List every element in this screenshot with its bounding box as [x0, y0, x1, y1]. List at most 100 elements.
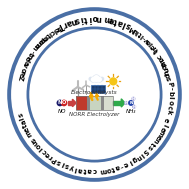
Text: m: m [156, 128, 165, 137]
Text: v: v [21, 62, 28, 68]
Text: u: u [163, 67, 170, 73]
Text: n: n [96, 13, 102, 23]
Text: o: o [105, 166, 111, 173]
Circle shape [61, 100, 67, 106]
Text: i: i [39, 146, 44, 152]
Text: s: s [166, 76, 172, 81]
Text: l: l [167, 96, 174, 99]
Text: t: t [137, 30, 143, 37]
FancyBboxPatch shape [91, 85, 105, 93]
Text: i: i [79, 14, 84, 24]
FancyBboxPatch shape [87, 96, 90, 110]
Text: l: l [135, 29, 140, 35]
Text: n: n [69, 16, 77, 26]
Text: e: e [53, 25, 60, 32]
Text: l: l [128, 158, 133, 165]
Text: t: t [45, 31, 51, 38]
FancyBboxPatch shape [76, 96, 87, 110]
Text: i: i [140, 33, 145, 39]
Text: n: n [35, 40, 42, 47]
Text: s: s [64, 162, 70, 169]
Text: Z: Z [17, 74, 24, 80]
Text: N: N [129, 101, 133, 105]
Text: e: e [23, 126, 31, 133]
Text: NH₃: NH₃ [126, 109, 136, 114]
Text: e: e [44, 150, 51, 158]
Text: l: l [121, 19, 127, 29]
Text: d: d [165, 73, 172, 79]
Text: i: i [139, 151, 145, 157]
Text: m: m [25, 128, 33, 137]
Text: g: g [131, 156, 138, 163]
Circle shape [90, 77, 96, 83]
Text: m: m [159, 57, 167, 66]
Text: s: s [146, 144, 153, 151]
Text: n: n [164, 70, 171, 76]
Text: a: a [146, 38, 153, 45]
Text: o: o [19, 67, 26, 73]
Polygon shape [113, 101, 121, 105]
Text: e: e [162, 117, 170, 123]
Circle shape [100, 77, 104, 81]
Circle shape [97, 77, 103, 83]
Text: t: t [83, 167, 87, 173]
Text: e: e [149, 43, 157, 50]
FancyBboxPatch shape [104, 96, 113, 110]
Text: t: t [149, 141, 156, 147]
Text: O: O [62, 100, 66, 105]
Text: o: o [36, 38, 44, 45]
Text: a: a [114, 163, 120, 170]
Circle shape [9, 9, 180, 180]
Text: a: a [116, 17, 124, 27]
Text: M: M [128, 24, 137, 33]
Text: -: - [119, 162, 124, 169]
Text: v: v [143, 36, 151, 43]
Text: p: p [160, 61, 168, 68]
Text: a: a [78, 166, 83, 173]
Text: NORR Electrolyzer: NORR Electrolyzer [69, 112, 120, 117]
Text: o: o [35, 142, 42, 150]
Text: t: t [153, 48, 160, 54]
Text: T: T [57, 20, 65, 31]
Text: H: H [132, 97, 135, 101]
Text: e: e [154, 133, 162, 140]
Text: i: i [47, 30, 53, 36]
Text: Electrocatalysts: Electrocatalysts [71, 90, 118, 95]
Text: c: c [156, 53, 164, 59]
Circle shape [93, 75, 100, 82]
Text: u: u [132, 26, 139, 34]
Text: l: l [74, 165, 78, 171]
Text: S: S [142, 147, 149, 155]
Polygon shape [72, 99, 76, 107]
Circle shape [91, 77, 96, 82]
Text: e: e [108, 15, 115, 25]
Text: a: a [33, 42, 40, 49]
Text: y: y [69, 163, 75, 170]
Text: i: i [61, 160, 65, 167]
Text: n: n [151, 136, 159, 144]
Text: c: c [92, 167, 97, 174]
Text: r: r [61, 19, 68, 29]
Text: n: n [134, 153, 142, 161]
Text: s: s [124, 21, 132, 31]
Text: a: a [65, 17, 73, 27]
Text: b: b [167, 91, 174, 96]
Text: n: n [151, 45, 159, 52]
Text: NO: NO [58, 108, 66, 114]
Text: N: N [58, 100, 62, 105]
Text: r: r [43, 33, 49, 40]
Text: i: i [88, 13, 92, 23]
FancyBboxPatch shape [101, 96, 104, 110]
Text: a: a [40, 34, 48, 42]
Polygon shape [121, 99, 125, 107]
Text: H: H [132, 105, 136, 109]
Circle shape [109, 77, 117, 85]
Text: m: m [100, 167, 108, 173]
Text: l: l [161, 122, 168, 127]
Circle shape [131, 97, 136, 101]
Circle shape [29, 29, 160, 160]
Circle shape [97, 77, 102, 82]
Text: e: e [18, 72, 25, 78]
Text: t: t [84, 14, 88, 23]
Text: t: t [22, 123, 29, 128]
